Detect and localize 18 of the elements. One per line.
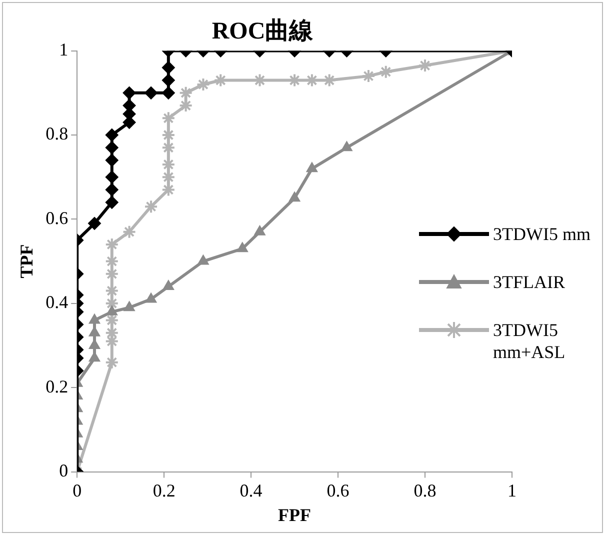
y-tick-label: 0.2 <box>46 376 68 396</box>
legend-label: 3TFLAIR <box>493 271 566 293</box>
x-tick-label: 0.4 <box>240 480 262 500</box>
y-tick-label: 0 <box>59 460 68 481</box>
y-tick-label: 0.8 <box>46 124 68 144</box>
x-axis-title: FPF <box>278 504 312 525</box>
legend-label: 3TDWI5 mm+ASL <box>493 319 566 363</box>
y-tick-label: 0.4 <box>46 292 68 312</box>
y-tick-label: 1 <box>59 40 68 60</box>
chart-title: ROC曲線 <box>212 18 314 45</box>
y-axis-title: TPF <box>16 244 36 278</box>
x-tick-label: 0 <box>72 480 82 500</box>
legend-label: 3TDWI5 mm <box>493 223 592 245</box>
x-tick-label: 0.2 <box>152 480 176 500</box>
x-tick-label: 0.8 <box>414 480 436 500</box>
x-tick-label: 0.6 <box>326 480 350 500</box>
x-tick-label: 1 <box>508 480 516 500</box>
y-tick-label: 0.6 <box>46 208 68 228</box>
